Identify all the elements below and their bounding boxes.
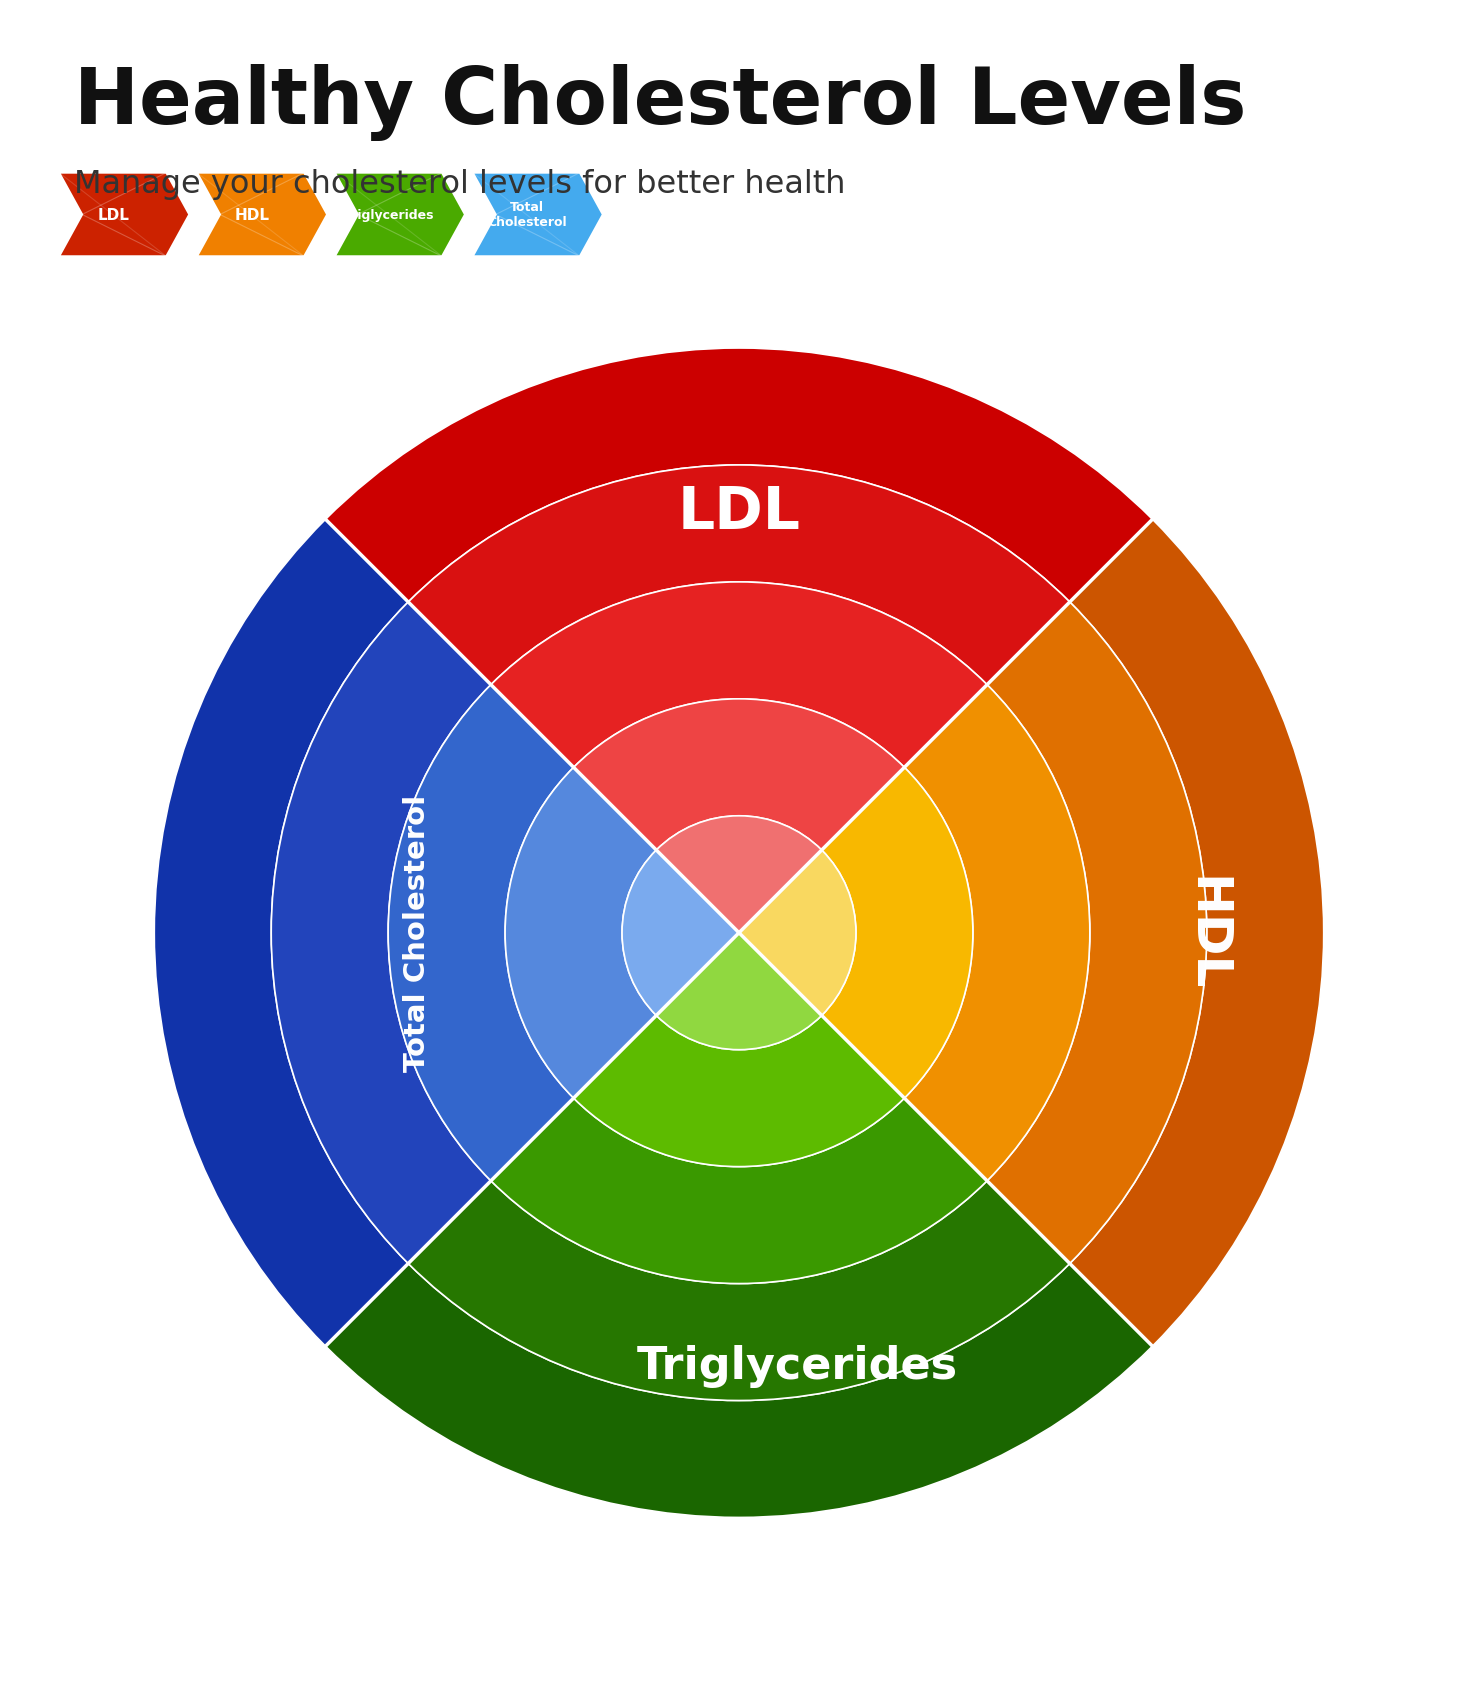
Wedge shape: [325, 1263, 1153, 1517]
Wedge shape: [905, 686, 1089, 1181]
Text: HDL: HDL: [1182, 875, 1231, 991]
Text: LDL: LDL: [677, 485, 801, 540]
Polygon shape: [473, 174, 603, 257]
Wedge shape: [389, 686, 573, 1181]
Wedge shape: [408, 466, 1070, 686]
Polygon shape: [336, 174, 466, 257]
Wedge shape: [656, 816, 822, 932]
Text: Healthy Cholesterol Levels: Healthy Cholesterol Levels: [74, 64, 1246, 142]
Wedge shape: [573, 699, 905, 851]
Text: Manage your cholesterol levels for better health: Manage your cholesterol levels for bette…: [74, 169, 845, 199]
Wedge shape: [491, 583, 987, 768]
Text: Total
Cholesterol: Total Cholesterol: [488, 201, 568, 230]
Wedge shape: [822, 768, 973, 1098]
Wedge shape: [987, 603, 1206, 1263]
Text: LDL: LDL: [98, 208, 130, 223]
Wedge shape: [1070, 520, 1324, 1346]
Text: HDL: HDL: [234, 208, 269, 223]
Wedge shape: [491, 1098, 987, 1284]
Polygon shape: [59, 174, 189, 257]
Wedge shape: [408, 1181, 1070, 1400]
Wedge shape: [622, 851, 739, 1015]
Wedge shape: [154, 520, 408, 1346]
Wedge shape: [656, 932, 822, 1051]
Wedge shape: [739, 851, 856, 1015]
Text: Triglycerides: Triglycerides: [637, 1344, 958, 1387]
Wedge shape: [573, 1015, 905, 1167]
Text: Triglycerides: Triglycerides: [344, 209, 435, 221]
Wedge shape: [272, 603, 491, 1263]
Wedge shape: [325, 350, 1153, 603]
Text: Total Cholesterol: Total Cholesterol: [403, 794, 432, 1073]
Wedge shape: [505, 768, 656, 1098]
Polygon shape: [197, 174, 327, 257]
